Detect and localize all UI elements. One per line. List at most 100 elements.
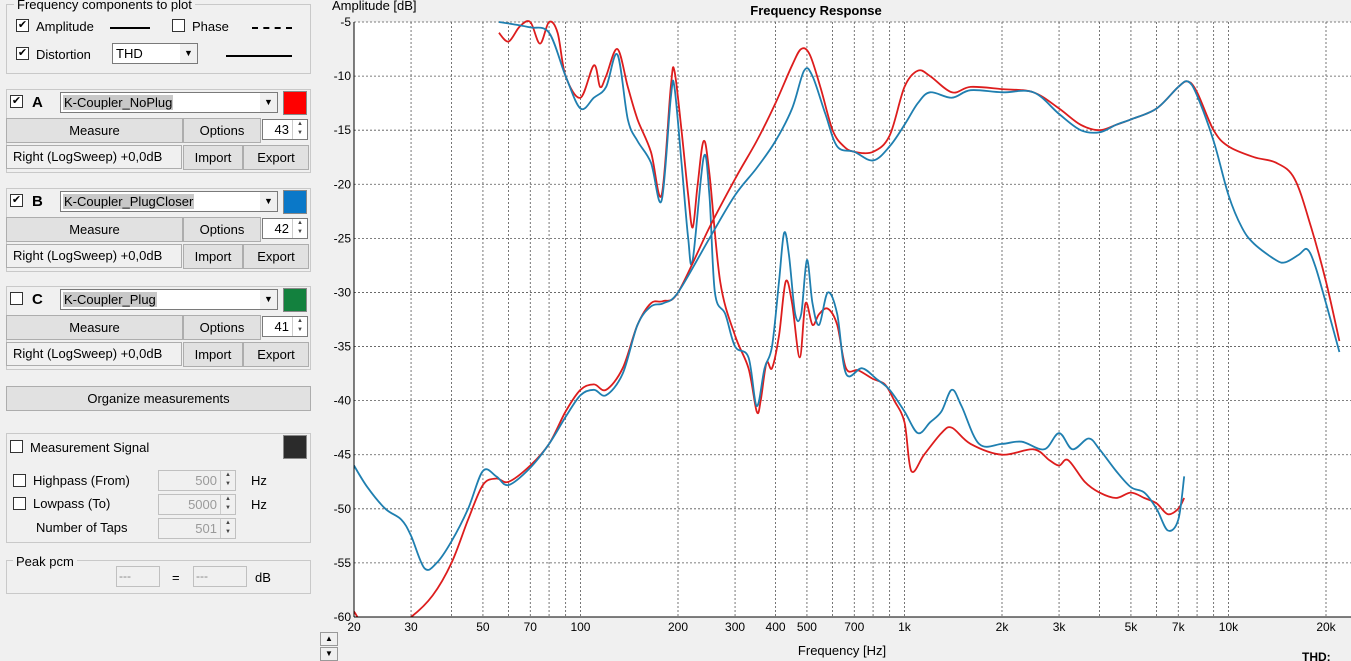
measure-b-button[interactable]: Measure: [6, 217, 183, 242]
taps-label: Number of Taps: [36, 520, 128, 535]
x-axis-label: Frequency [Hz]: [798, 643, 886, 658]
measurement-b-letter: B: [32, 193, 43, 210]
freq-components-title: Frequency components to plot: [14, 0, 195, 12]
signal-color-swatch[interactable]: [283, 435, 307, 459]
distortion-mode-value: THD: [116, 46, 143, 61]
spinner-arrows-icon[interactable]: ▲ ▼: [220, 471, 235, 490]
distortion-checkbox[interactable]: ✔: [16, 47, 29, 60]
series: [354, 20, 1341, 617]
lowpass-checkbox[interactable]: [13, 497, 26, 510]
chevron-down-icon[interactable]: ▼: [180, 44, 197, 63]
options-b-button[interactable]: Options: [183, 217, 261, 242]
distortion-line-icon: [226, 55, 292, 57]
scroll-down-button[interactable]: ▼: [320, 647, 338, 661]
highpass-unit: Hz: [251, 473, 267, 488]
highpass-spinner[interactable]: 500 ▲ ▼: [158, 470, 236, 491]
import-a-button[interactable]: Import: [183, 145, 243, 170]
x-tick-label: 1k: [898, 620, 912, 634]
measurement-c-letter: C: [32, 291, 43, 308]
measurement-c-name: K-Coupler_Plug: [63, 292, 157, 307]
import-c-button[interactable]: Import: [183, 342, 243, 367]
measurement-a-name: K-Coupler_NoPlug: [63, 95, 174, 110]
taps-spinner[interactable]: 501 ▲ ▼: [158, 518, 236, 539]
measurement-c-count-spinner[interactable]: 41 ▲ ▼: [262, 316, 308, 337]
x-tick-label: 5k: [1125, 620, 1139, 634]
measurement-b-color-swatch[interactable]: [283, 190, 307, 214]
measurement-signal-checkbox[interactable]: [10, 440, 23, 453]
x-tick-label: 30: [404, 620, 418, 634]
distortion-mode-select[interactable]: THD ▼: [112, 43, 198, 64]
spinner-arrows-icon[interactable]: ▲ ▼: [292, 317, 307, 336]
series-line-2: [498, 21, 1186, 532]
measurement-a-color-swatch[interactable]: [283, 91, 307, 115]
y-tick-label: -10: [334, 69, 352, 83]
distortion-label: Distortion: [36, 47, 91, 62]
peak-label: Peak pcm: [13, 554, 77, 569]
x-tick-label: 20: [347, 620, 361, 634]
measurement-b-count: 42: [274, 221, 289, 236]
x-tick-label: 700: [844, 620, 864, 634]
measurement-a-select[interactable]: K-Coupler_NoPlug ▼: [60, 92, 278, 113]
y-tick-label: -25: [334, 231, 352, 245]
phase-checkbox[interactable]: [172, 19, 185, 32]
footer-thd-label: THD:: [1302, 650, 1331, 661]
lowpass-spinner[interactable]: 5000 ▲ ▼: [158, 494, 236, 515]
phase-dashed-line-icon: [252, 27, 292, 29]
chevron-down-icon[interactable]: ▼: [260, 192, 277, 211]
y-tick-label: -15: [334, 123, 352, 137]
peak-left-value: ---: [116, 566, 160, 587]
x-tick-label: 200: [668, 620, 688, 634]
import-b-button[interactable]: Import: [183, 244, 243, 269]
phase-label: Phase: [192, 19, 229, 34]
measurement-a-count-spinner[interactable]: 43 ▲ ▼: [262, 119, 308, 140]
grid: [354, 21, 1351, 617]
left-panel: Frequency components to plot ✔ Amplitude…: [0, 0, 318, 661]
peak-group: [6, 560, 311, 594]
export-b-button[interactable]: Export: [243, 244, 309, 269]
measurement-b-checkbox[interactable]: ✔: [10, 194, 23, 207]
spinner-arrows-icon[interactable]: ▲ ▼: [292, 120, 307, 139]
x-tick-label: 300: [725, 620, 745, 634]
measurement-c-select[interactable]: K-Coupler_Plug ▼: [60, 289, 278, 310]
y-tick-label: -50: [334, 502, 352, 516]
x-tick-label: 50: [476, 620, 490, 634]
export-c-button[interactable]: Export: [243, 342, 309, 367]
measurement-b-select[interactable]: K-Coupler_PlugCloser ▼: [60, 191, 278, 212]
options-a-button[interactable]: Options: [183, 118, 261, 143]
chevron-down-icon[interactable]: ▼: [260, 290, 277, 309]
highpass-checkbox[interactable]: [13, 474, 26, 487]
measurement-b-info: Right (LogSweep) +0,0dB: [6, 244, 182, 268]
chart-area: -5 -10 -15 -20 -25 -30 -35 -40 -45 -50 -55 -60 20 30 5…: [318, 0, 1351, 661]
x-tick-label: 3k: [1053, 620, 1067, 634]
organize-measurements-button[interactable]: Organize measurements: [6, 386, 311, 411]
lowpass-label: Lowpass (To): [33, 496, 111, 511]
export-a-button[interactable]: Export: [243, 145, 309, 170]
amplitude-label: Amplitude: [36, 19, 94, 34]
x-tick-label: 10k: [1219, 620, 1239, 634]
plot-background: [354, 22, 1351, 617]
spinner-arrows-icon[interactable]: ▲ ▼: [220, 495, 235, 514]
y-tick-label: -60: [334, 610, 352, 624]
measurement-b-count-spinner[interactable]: 42 ▲ ▼: [262, 218, 308, 239]
options-c-button[interactable]: Options: [183, 315, 261, 340]
taps-value: 501: [195, 521, 217, 536]
spinner-arrows-icon[interactable]: ▲ ▼: [220, 519, 235, 538]
measurement-signal-label: Measurement Signal: [30, 440, 150, 455]
measurement-a-checkbox[interactable]: ✔: [10, 95, 23, 108]
measurement-c-checkbox[interactable]: [10, 292, 23, 305]
amplitude-checkbox[interactable]: ✔: [16, 19, 29, 32]
y-tick-label: -20: [334, 177, 352, 191]
scroll-up-button[interactable]: ▲: [320, 632, 338, 646]
spinner-arrows-icon[interactable]: ▲ ▼: [292, 219, 307, 238]
measurement-c-color-swatch[interactable]: [283, 288, 307, 312]
measure-c-button[interactable]: Measure: [6, 315, 183, 340]
x-tick-label: 100: [570, 620, 590, 634]
chevron-down-icon[interactable]: ▼: [260, 93, 277, 112]
measurement-c-count: 41: [274, 319, 289, 334]
peak-unit: dB: [255, 570, 271, 585]
measure-a-button[interactable]: Measure: [6, 118, 183, 143]
amplitude-solid-line-icon: [110, 27, 150, 29]
x-tick-label: 20k: [1316, 620, 1336, 634]
